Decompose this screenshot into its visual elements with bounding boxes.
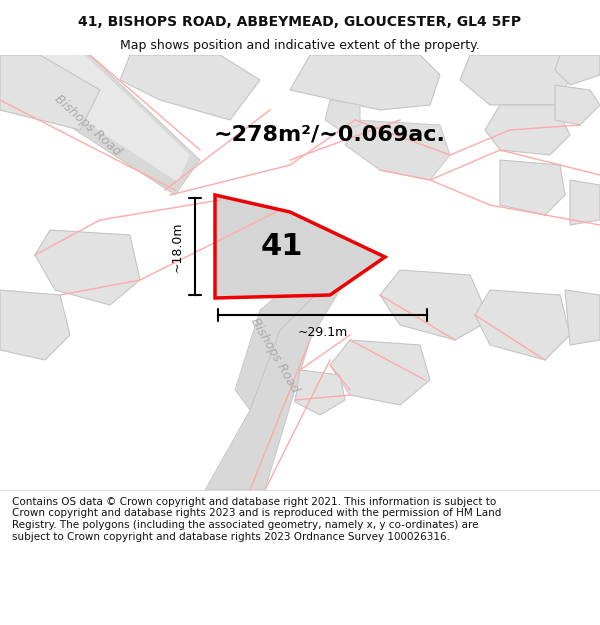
Text: 41, BISHOPS ROAD, ABBEYMEAD, GLOUCESTER, GL4 5FP: 41, BISHOPS ROAD, ABBEYMEAD, GLOUCESTER,… bbox=[79, 16, 521, 29]
Text: ~29.1m: ~29.1m bbox=[298, 326, 347, 339]
Polygon shape bbox=[565, 290, 600, 345]
Text: 41: 41 bbox=[261, 232, 303, 261]
Polygon shape bbox=[205, 280, 340, 490]
Polygon shape bbox=[570, 180, 600, 225]
Text: Bishops Road: Bishops Road bbox=[248, 315, 302, 395]
Polygon shape bbox=[290, 55, 440, 110]
Polygon shape bbox=[380, 270, 490, 340]
Polygon shape bbox=[295, 370, 345, 415]
Text: Bishops Road: Bishops Road bbox=[52, 92, 124, 158]
Polygon shape bbox=[460, 55, 575, 105]
Polygon shape bbox=[555, 85, 600, 125]
Polygon shape bbox=[500, 160, 565, 215]
Polygon shape bbox=[120, 55, 260, 120]
Polygon shape bbox=[325, 100, 360, 130]
Polygon shape bbox=[0, 55, 200, 195]
Polygon shape bbox=[475, 290, 570, 360]
Polygon shape bbox=[485, 105, 570, 155]
Text: ~18.0m: ~18.0m bbox=[170, 221, 184, 272]
Polygon shape bbox=[0, 55, 100, 130]
Polygon shape bbox=[345, 120, 450, 180]
Polygon shape bbox=[235, 260, 330, 410]
Polygon shape bbox=[35, 230, 140, 305]
Text: Map shows position and indicative extent of the property.: Map shows position and indicative extent… bbox=[120, 39, 480, 51]
Text: ~278m²/~0.069ac.: ~278m²/~0.069ac. bbox=[214, 125, 446, 145]
Polygon shape bbox=[555, 55, 600, 85]
Polygon shape bbox=[20, 55, 190, 182]
Text: Contains OS data © Crown copyright and database right 2021. This information is : Contains OS data © Crown copyright and d… bbox=[12, 497, 502, 541]
Polygon shape bbox=[0, 290, 70, 360]
Polygon shape bbox=[330, 340, 430, 405]
Polygon shape bbox=[215, 195, 385, 298]
